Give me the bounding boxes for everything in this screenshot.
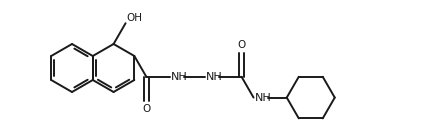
Text: OH: OH [127,13,142,23]
Text: O: O [237,40,245,50]
Text: NH: NH [206,72,223,82]
Text: NH: NH [254,93,271,103]
Text: O: O [142,104,151,114]
Text: NH: NH [171,72,188,82]
